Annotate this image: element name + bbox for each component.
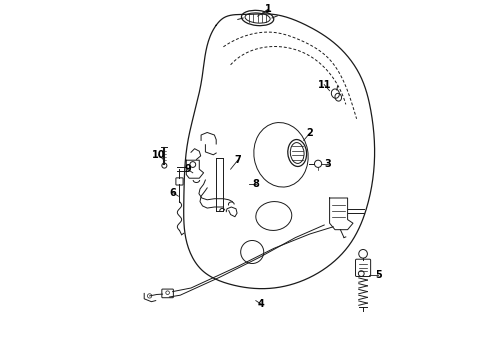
Text: 8: 8 (252, 179, 259, 189)
Text: 6: 6 (170, 188, 176, 198)
Text: 2: 2 (306, 128, 313, 138)
Text: 10: 10 (152, 150, 165, 160)
Text: 9: 9 (184, 164, 191, 174)
Text: 5: 5 (375, 270, 382, 280)
Text: 7: 7 (234, 155, 241, 165)
Text: 11: 11 (318, 80, 331, 90)
Text: 1: 1 (265, 4, 272, 14)
Text: 4: 4 (258, 299, 265, 309)
Text: 3: 3 (324, 159, 331, 169)
